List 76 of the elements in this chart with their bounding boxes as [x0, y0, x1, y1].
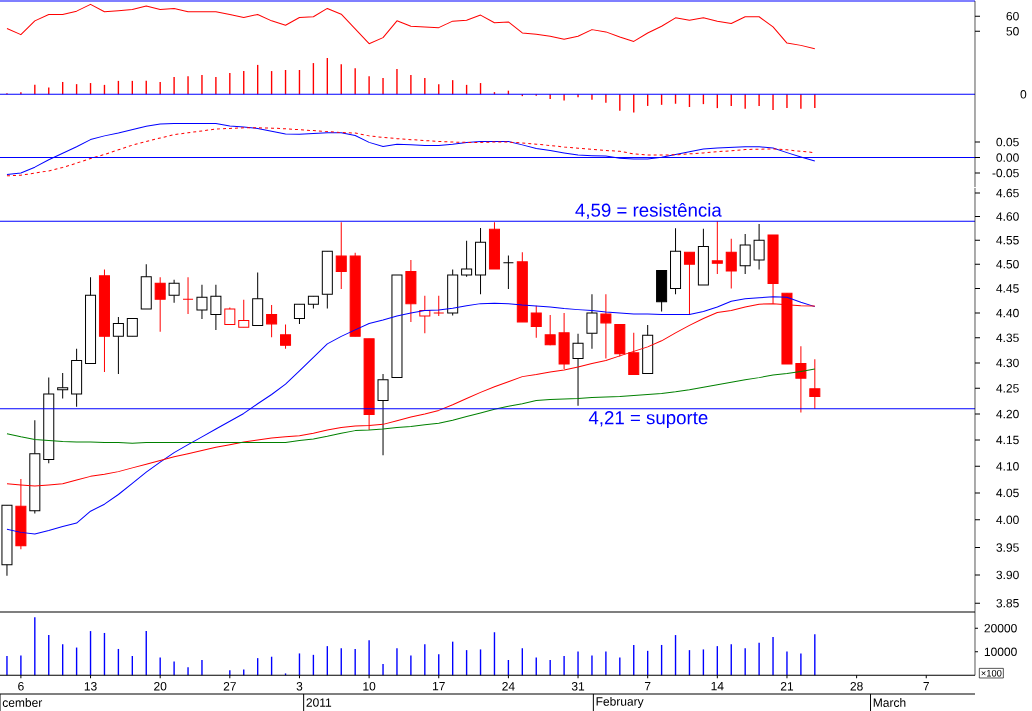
- x-tick-label: 14: [711, 682, 724, 691]
- y-tick-label: 3.90: [996, 570, 1019, 580]
- candlestick: [795, 345, 807, 413]
- x-tick-label: 31: [571, 682, 585, 691]
- candlestick: [725, 238, 737, 290]
- candlestick: [502, 255, 514, 290]
- candlestick: [433, 295, 445, 317]
- candlestick: [628, 332, 640, 376]
- y-tick-label: 20000: [984, 623, 1017, 633]
- y-tick-label: 4.65: [996, 188, 1019, 198]
- text: March: [873, 698, 906, 707]
- x-tick-label: 24: [502, 682, 515, 691]
- y-tick-label: 4.60: [996, 212, 1019, 221]
- y-tick-label: 0.05: [996, 137, 1019, 147]
- y-tick-label: 4.10: [996, 462, 1019, 471]
- x-tick-label: 3: [296, 682, 303, 691]
- y-tick-label: 4.00: [996, 515, 1019, 525]
- candlestick: [182, 276, 194, 315]
- candlestick: [57, 372, 69, 400]
- y-tick-label: 4.55: [996, 236, 1019, 245]
- candlestick: [280, 323, 292, 350]
- x-tick-label: 20: [154, 682, 167, 691]
- y-tick-label: 4.40: [996, 308, 1019, 318]
- candlestick: [600, 293, 612, 359]
- y-tick-label: 4.20: [996, 409, 1019, 419]
- y-tick-label: 4.25: [996, 384, 1019, 393]
- candlestick: [293, 303, 305, 325]
- candlestick: [572, 333, 584, 407]
- y-tick-label: 4.05: [996, 488, 1019, 498]
- candlestick: [586, 293, 598, 350]
- candlestick: [544, 314, 556, 346]
- y-tick-label: 4.35: [996, 333, 1019, 343]
- y-tick-label: 10000: [984, 647, 1017, 657]
- y-tick-label: 4.30: [996, 358, 1019, 368]
- x-tick-label: 27: [223, 682, 236, 691]
- x-tick-label: 21: [780, 682, 794, 691]
- y-tick-label: 50: [1006, 27, 1019, 36]
- y-tick-label: 3.85: [996, 598, 1019, 608]
- candlestick: [530, 305, 542, 339]
- candlestick: [461, 240, 473, 278]
- text: 2011: [306, 698, 332, 707]
- y-tick-label: -0.05: [992, 168, 1019, 178]
- x-tick-label: 28: [850, 682, 863, 691]
- candlestick: [809, 358, 821, 410]
- y-tick-label: 4.45: [996, 284, 1019, 293]
- candlestick: [238, 299, 250, 328]
- x-tick-label: 17: [433, 682, 445, 691]
- candlestick: [266, 304, 278, 338]
- ref-line-label: 4,21 = suporte: [588, 411, 708, 429]
- y-tick-label: 3.95: [996, 543, 1019, 552]
- candlestick: [753, 223, 765, 271]
- y-tick-label: 60: [1006, 11, 1019, 21]
- text: February: [596, 696, 644, 709]
- x-tick-label: 6: [18, 682, 24, 691]
- text: 0: [1020, 90, 1027, 99]
- candlestick: [335, 221, 347, 290]
- x-tick-label: 13: [84, 682, 97, 691]
- text: cember: [2, 698, 43, 707]
- y-tick-label: 4.15: [996, 435, 1019, 445]
- x-tick-label: 7: [923, 682, 929, 691]
- candlestick: [683, 251, 695, 315]
- candlestick: [112, 316, 124, 375]
- x-tick-label: 10: [363, 682, 376, 691]
- text: ×100: [981, 669, 1002, 677]
- ref-line-label: 4,59 = resistência: [575, 203, 722, 219]
- y-tick-label: 0.00: [996, 153, 1019, 162]
- candlestick: [154, 276, 166, 333]
- candlestick: [419, 295, 431, 334]
- candlestick: [196, 284, 208, 320]
- y-tick-label: 4.50: [996, 259, 1019, 269]
- candlestick: [377, 373, 389, 456]
- candlestick: [168, 279, 180, 304]
- candlestick: [210, 284, 222, 331]
- x-tick-label: 7: [644, 682, 651, 691]
- candlestick: [711, 220, 723, 275]
- candlestick: [739, 233, 751, 275]
